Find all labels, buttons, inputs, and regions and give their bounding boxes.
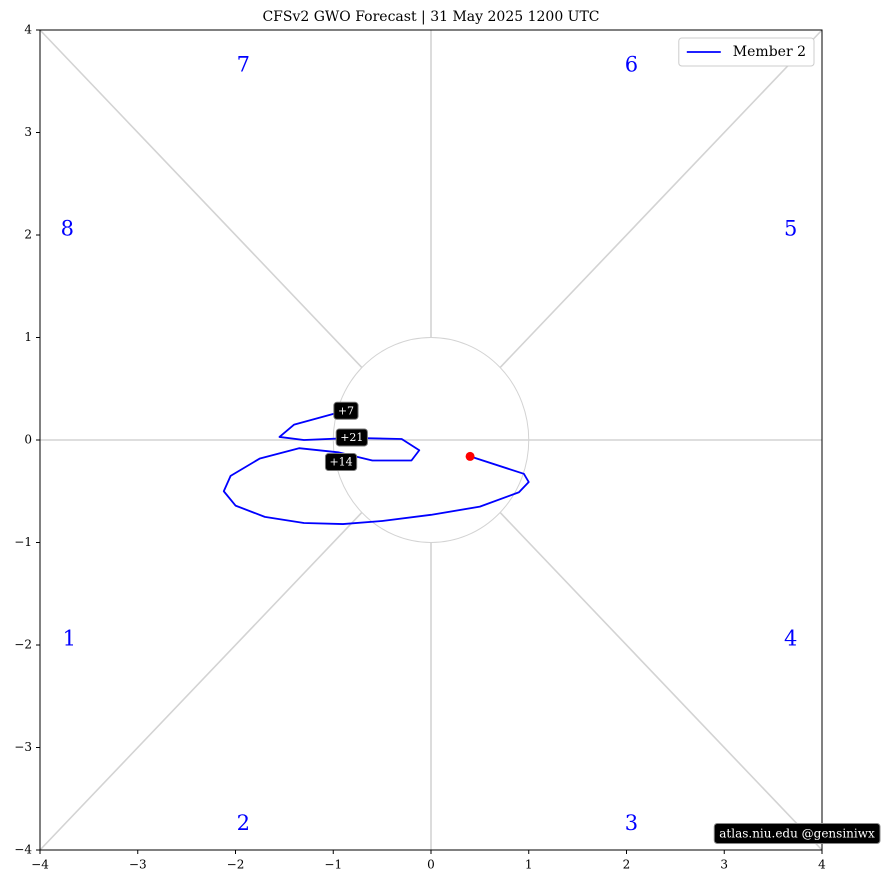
day-label: +7 — [338, 404, 354, 417]
diagonal-line — [39, 29, 363, 369]
day-annotation: +21 — [335, 428, 368, 447]
x-tick-label: 3 — [720, 858, 728, 872]
y-tick-label: 1 — [24, 330, 32, 344]
day-label: +14 — [329, 456, 352, 469]
y-tick-label: −1 — [14, 535, 32, 549]
phase-label: 4 — [784, 626, 797, 650]
phase-label: 3 — [625, 811, 638, 835]
diagonal-line — [499, 511, 823, 851]
phase-label: 7 — [237, 52, 250, 76]
phase-label: 5 — [784, 216, 797, 240]
y-tick-label: 0 — [24, 433, 32, 447]
x-tick-label: 4 — [818, 858, 826, 872]
x-tick-label: −3 — [129, 858, 147, 872]
legend: Member 2 — [678, 37, 815, 67]
phase-label: 6 — [625, 52, 638, 76]
diagonal-line — [499, 29, 823, 369]
day-label-box — [324, 453, 358, 472]
y-tick-label: 2 — [24, 228, 32, 242]
legend-box — [678, 37, 815, 67]
y-tick-label: 3 — [24, 125, 32, 139]
x-tick-label: −4 — [31, 858, 49, 872]
background-lines — [39, 29, 823, 851]
x-tick-label: −2 — [227, 858, 245, 872]
day-annotation: +7 — [333, 401, 359, 420]
diagonal-line — [39, 511, 363, 851]
legend-label: Member 2 — [733, 44, 806, 60]
watermark: atlas.niu.edu @gensiniwx — [713, 823, 881, 844]
y-tick-label: −2 — [14, 638, 32, 652]
phase-label: 8 — [61, 216, 74, 240]
day-label: +21 — [340, 431, 363, 444]
phase-label: 1 — [63, 626, 76, 650]
x-tick-label: 1 — [525, 858, 533, 872]
phase-label: 2 — [237, 811, 250, 835]
y-tick-label: −3 — [14, 740, 32, 754]
day-annotation: +14 — [324, 453, 358, 472]
day-label-box — [333, 401, 359, 420]
x-tick-label: −1 — [324, 858, 342, 872]
trajectory-line — [222, 410, 530, 525]
start-point — [465, 451, 475, 461]
y-tick-label: 4 — [24, 23, 32, 37]
watermark-text: atlas.niu.edu @gensiniwx — [719, 827, 875, 841]
chart-title: CFSv2 GWO Forecast | 31 May 2025 1200 UT… — [262, 9, 599, 25]
x-tick-label: 0 — [427, 858, 435, 872]
day-label-box — [335, 428, 368, 447]
y-tick-label: −4 — [14, 843, 32, 857]
unit-circle — [332, 337, 530, 543]
x-tick-label: 2 — [623, 858, 631, 872]
watermark-box — [713, 823, 881, 844]
